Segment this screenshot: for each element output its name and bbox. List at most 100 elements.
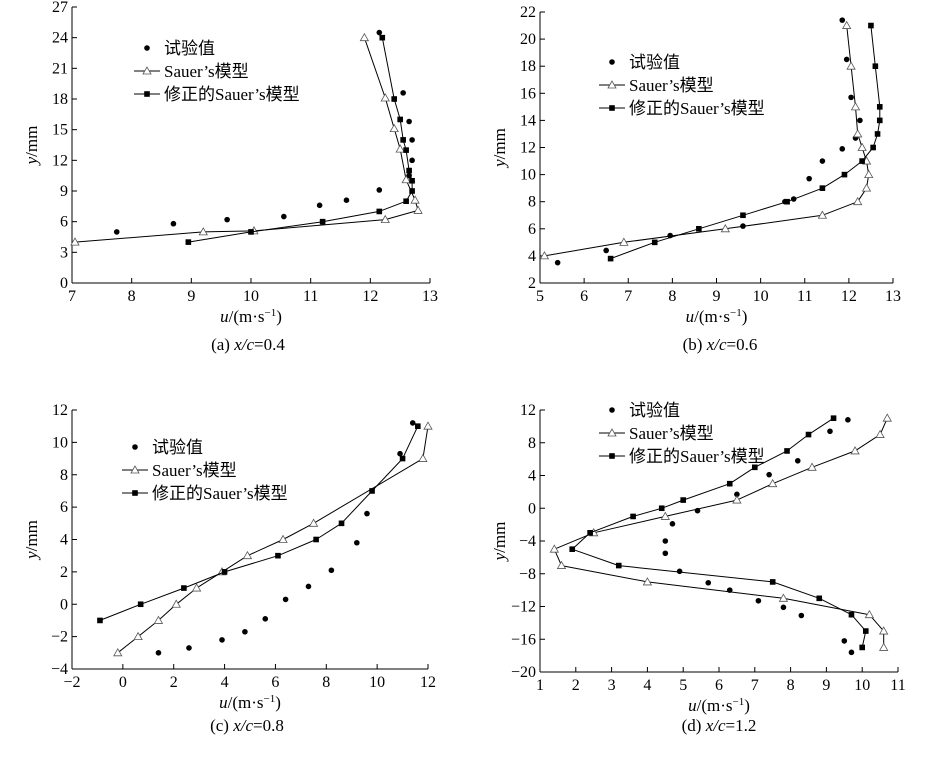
data-point [642,577,653,586]
x-tick-label: 8 [128,288,136,305]
data-point [144,45,150,51]
caption-value: =0.8 [253,716,284,735]
data-point [651,239,658,246]
data-point [859,644,865,651]
legend-item: 试验值 [144,39,215,58]
x-axis-label-unit: /(m·s [697,696,733,715]
data-point [221,569,228,575]
x-axis-label-close: ) [742,307,748,326]
legend-label: 修正的Sauer’s模型 [629,447,765,466]
data-point [819,185,826,191]
y-tick-label: 2 [60,564,68,581]
data-point [132,444,138,450]
data-point [132,490,138,496]
data-point [853,129,863,138]
data-point [316,202,323,209]
data-point [380,214,390,224]
x-axis-label: u/(m·s−1) [688,696,750,715]
data-point [619,237,629,246]
y-tick-label: 0 [60,275,68,292]
chart-panel-a: 7 8 9 10 11 12 13 0 3 6 9 12 15 18 21 24 27 u/(m·s−1) y/mm… [22,0,438,354]
data-point [305,583,312,590]
y-tick-label: 3 [60,244,68,261]
x-axis-label-close: ) [276,307,282,326]
y-axis-label: y/mm [22,126,41,167]
data-point [181,585,187,591]
data-point [609,59,615,65]
x-tick-label: 5 [536,288,544,305]
y-tick-label: 10 [520,167,536,184]
y-tick-label: 2 [528,275,536,292]
data-point [343,197,350,203]
data-point [397,116,403,123]
x-axis-label-unit: /(m·s [229,307,265,326]
y-tick-label: 8 [60,467,68,484]
data-point [395,144,405,153]
x-tick-label: 12 [841,288,857,305]
x-tick-label: 9 [713,288,721,305]
data-point [726,480,733,487]
x-tick-label: 10 [369,674,385,691]
caption-prefix: (b) [683,335,707,354]
x-tick-label: 8 [668,288,676,305]
data-point [872,63,879,69]
y-tick-label: −4 [51,661,68,678]
data-point [587,530,593,536]
legend-item: 试验值 [132,438,203,457]
data-point [827,428,833,435]
data-point [720,223,731,233]
y-axis-label-unit: /mm [490,128,509,159]
data-point [848,649,855,656]
data-point [409,177,415,184]
data-point [607,255,614,262]
data-point [794,457,801,464]
legend-item: Sauer’s模型 [122,461,237,480]
legend-item: Sauer’s模型 [599,424,714,443]
legend-item: Sauer’s模型 [599,76,714,95]
panel-caption: (b) x/c=0.6 [683,335,758,354]
x-tick-label: 3 [608,677,616,694]
legend-item: 修正的Sauer’s模型 [122,484,288,503]
data-point [662,550,669,557]
data-point [224,216,230,223]
legend-label: Sauer’s模型 [629,76,714,95]
x-tick-label: 4 [221,674,229,691]
x-tick-label: 9 [822,677,830,694]
y-tick-label: 14 [520,112,536,129]
legend-label: Sauer’s模型 [164,62,249,81]
data-point [603,247,609,254]
data-point [400,90,406,96]
data-point [153,615,164,624]
data-point [409,420,416,426]
data-point [669,521,676,527]
data-point [798,612,805,619]
data-point [857,142,867,151]
y-tick-label: −12 [511,599,536,616]
x-tick-label: 6 [715,677,723,694]
data-point [262,616,269,622]
y-tick-label: −8 [519,566,536,583]
series-experiment [155,420,416,656]
series-line [544,25,870,257]
x-axis-label: u/(m·s−1) [219,693,281,712]
data-point [848,94,854,101]
data-point [817,210,828,219]
legend-label: 修正的Sauer’s模型 [152,484,288,503]
x-axis-label-var: u [220,307,229,326]
y-tick-label: 12 [520,402,536,419]
data-point [406,118,412,125]
chart-panel-b: 5 6 7 8 9 10 11 12 13 2 4 6 8 10 12 14 16 18 20 22 u/(m·s−1)… [490,4,901,354]
data-point [406,167,412,174]
data-point [549,544,560,553]
data-point [607,428,617,437]
series-experiment [662,417,855,656]
data-point [415,423,421,429]
data-point [389,123,399,133]
legend-label: 试验值 [164,39,215,58]
data-point [806,175,812,182]
series-sauer-model [539,20,874,260]
x-tick-label: 10 [243,288,259,305]
data-point [97,617,103,624]
